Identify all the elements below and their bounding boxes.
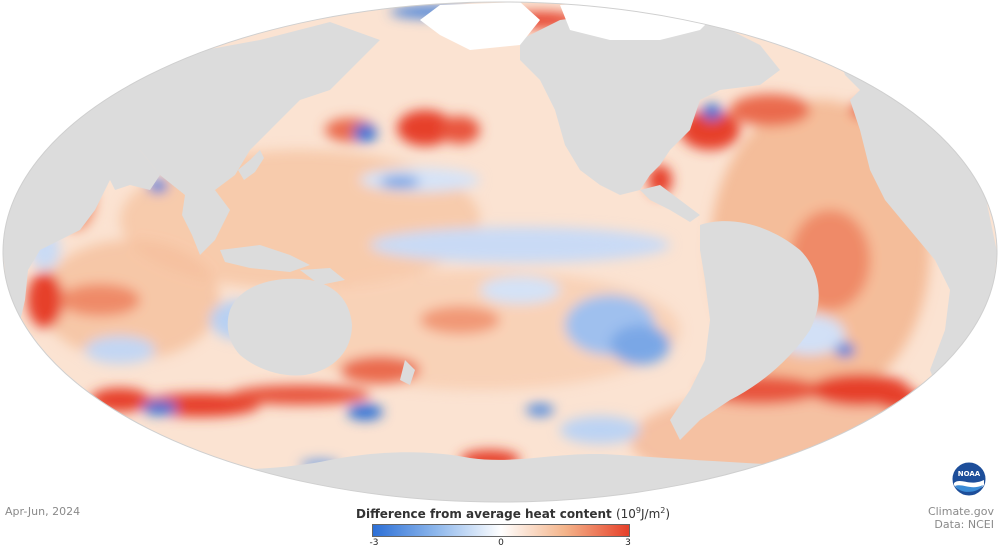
legend-title-text: Difference from average heat content	[356, 507, 612, 521]
japan	[238, 150, 264, 180]
antarctica	[40, 452, 960, 502]
credit-site: Climate.gov	[927, 505, 994, 518]
date-label: Apr-Jun, 2024	[5, 505, 81, 518]
legend-tick-mid: 0	[498, 538, 504, 548]
globe-outline	[2, 1, 998, 503]
legend-ticks: -3 0 3	[369, 538, 631, 550]
legend-unit-exp: 9	[635, 506, 641, 515]
legend-tick-max: 3	[625, 538, 631, 548]
legend-color-bar	[372, 524, 630, 537]
credit-data-source: Data: NCEI	[934, 518, 994, 531]
north-america	[520, 10, 780, 195]
indochina	[182, 190, 230, 255]
central-america	[640, 185, 700, 222]
legend-unit: (109J/m2)	[615, 506, 671, 521]
new-zealand	[400, 360, 415, 385]
credit: Climate.gov Data: NCEI	[928, 505, 994, 531]
legend-tick-min: -3	[369, 538, 379, 548]
legend-unit-prefix: (10	[615, 507, 636, 521]
legend-unit-suffix: )	[665, 507, 671, 521]
indonesia	[220, 245, 310, 272]
noaa-logo-text: NOAA	[958, 470, 981, 478]
south-asia	[100, 150, 160, 190]
south-america	[670, 221, 819, 440]
legend-title: Difference from average heat content (10…	[356, 506, 670, 521]
papua	[300, 268, 345, 285]
landmasses	[3, 2, 997, 502]
legend-unit-exp2: 2	[660, 506, 666, 515]
legend-unit-mid: J/m	[641, 507, 661, 521]
noaa-logo: NOAA	[951, 461, 987, 497]
australia	[227, 278, 352, 376]
arctic-ice	[420, 2, 540, 50]
color-legend: Difference from average heat content (10…	[356, 506, 670, 550]
